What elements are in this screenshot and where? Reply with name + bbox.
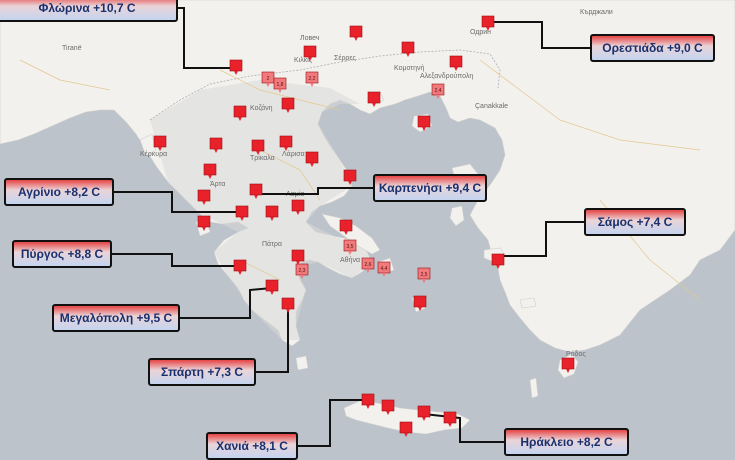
road-lines xyxy=(19,59,701,301)
station-marker xyxy=(203,163,217,179)
station-marker xyxy=(233,105,247,121)
station-marker xyxy=(197,215,211,231)
station-marker xyxy=(291,199,305,215)
station-marker: 2,5 xyxy=(417,267,431,283)
station-value: 4,4 xyxy=(381,266,388,272)
station-marker xyxy=(361,393,375,409)
callout-agrinio: Αγρίνιο +8,2 C xyxy=(4,178,114,206)
station-marker xyxy=(235,205,249,221)
station-marker xyxy=(491,253,505,269)
callout-pyrgos: Πύργος +8,8 C xyxy=(12,240,112,268)
station-marker: 4,4 xyxy=(377,261,391,277)
callout-megalopoli: Μεγαλόπολη +9,5 C xyxy=(52,304,180,332)
label-larisa: Λάρισα xyxy=(282,150,305,158)
station-value: 2,2 xyxy=(309,76,316,82)
station-marker xyxy=(249,183,263,199)
station-marker xyxy=(339,219,353,235)
station-marker xyxy=(281,297,295,313)
station-marker xyxy=(265,205,279,221)
station-marker xyxy=(291,249,305,265)
station-marker xyxy=(417,405,431,421)
label-arta: Άρτα xyxy=(210,181,225,188)
station-marker xyxy=(401,41,415,57)
station-marker: 2,6 xyxy=(361,257,375,273)
callout-karpenisi: Καρπενήσι +9,4 C xyxy=(373,174,487,202)
station-marker xyxy=(413,295,427,311)
island-kos xyxy=(519,297,537,309)
station-marker xyxy=(349,25,363,41)
station-marker: 3,5 xyxy=(343,239,357,255)
station-marker xyxy=(279,135,293,151)
station-markers: 2 1,8 2,2 2,4 2,3 3,5 2,6 4,4 2,5 xyxy=(153,15,575,437)
island-karpathos xyxy=(529,377,539,399)
callout-florina: Φλώρινα +10,7 C xyxy=(0,0,178,22)
station-marker xyxy=(153,135,167,151)
station-marker: 2,4 xyxy=(431,83,445,99)
station-marker xyxy=(481,15,495,31)
callout-irakleio: Ηράκλειο +8,2 C xyxy=(504,428,629,456)
callout-samos: Σάμος +7,4 C xyxy=(584,208,686,236)
island-kythira xyxy=(295,355,309,371)
label-tirane: Tiranë xyxy=(62,45,82,52)
leader-lines xyxy=(112,7,590,447)
country-border xyxy=(149,49,501,121)
label-kozani: Κοζάνη xyxy=(250,104,273,112)
land-greece-tint xyxy=(150,80,372,340)
station-value: 2,5 xyxy=(421,272,428,278)
station-marker: 2 xyxy=(261,71,275,87)
station-marker xyxy=(443,411,457,427)
station-value: 2 xyxy=(267,76,270,82)
station-marker xyxy=(381,399,395,415)
station-marker xyxy=(251,139,265,155)
station-marker xyxy=(449,55,463,71)
station-marker xyxy=(229,59,243,75)
station-marker: 1,8 xyxy=(273,77,287,93)
callout-chania: Χανιά +8,1 C xyxy=(206,432,298,460)
station-marker xyxy=(417,115,431,131)
callout-sparti: Σπάρτη +7,3 C xyxy=(148,358,256,386)
label-edirne: Одрин xyxy=(470,29,491,36)
station-marker xyxy=(233,259,247,275)
label-alexandroupoli: Αλεξανδρούπολη xyxy=(420,72,473,80)
label-kerkyra: Κέρκυρα xyxy=(140,150,167,158)
station-marker xyxy=(305,151,319,167)
island-chios xyxy=(449,205,465,227)
station-marker xyxy=(561,357,575,373)
station-marker xyxy=(281,97,295,113)
callout-orestiada: Ορεστιάδα +9,0 C xyxy=(590,34,715,62)
label-kardzhali: Кърджали xyxy=(580,9,613,16)
label-komotini: Κομοτηνή xyxy=(394,65,424,72)
station-marker xyxy=(303,45,317,61)
station-marker xyxy=(209,137,223,153)
station-marker xyxy=(367,91,381,107)
label-serres: Σέρρες xyxy=(334,54,357,62)
label-athina: Αθήνα xyxy=(340,257,360,264)
station-value: 3,5 xyxy=(347,244,354,250)
station-marker xyxy=(197,189,211,205)
station-marker: 2,3 xyxy=(295,263,309,279)
label-canakkale: Çanakkale xyxy=(475,103,508,110)
station-value: 1,8 xyxy=(277,82,284,88)
station-value: 2,4 xyxy=(435,88,442,94)
island-kerkyra xyxy=(139,133,157,157)
label-trikala: Τρίκαλα xyxy=(250,154,275,162)
station-value: 2,6 xyxy=(365,262,372,268)
station-marker xyxy=(343,169,357,185)
station-marker xyxy=(399,421,413,437)
label-lovech: Ловеч xyxy=(300,35,320,42)
label-patra: Πάτρα xyxy=(262,240,282,248)
station-marker xyxy=(265,279,279,295)
station-marker: 2,2 xyxy=(305,71,319,87)
label-kilkis: Κιλκίς xyxy=(294,56,313,64)
label-rodos: Ρόδος xyxy=(566,350,586,358)
station-value: 2,3 xyxy=(299,268,306,274)
